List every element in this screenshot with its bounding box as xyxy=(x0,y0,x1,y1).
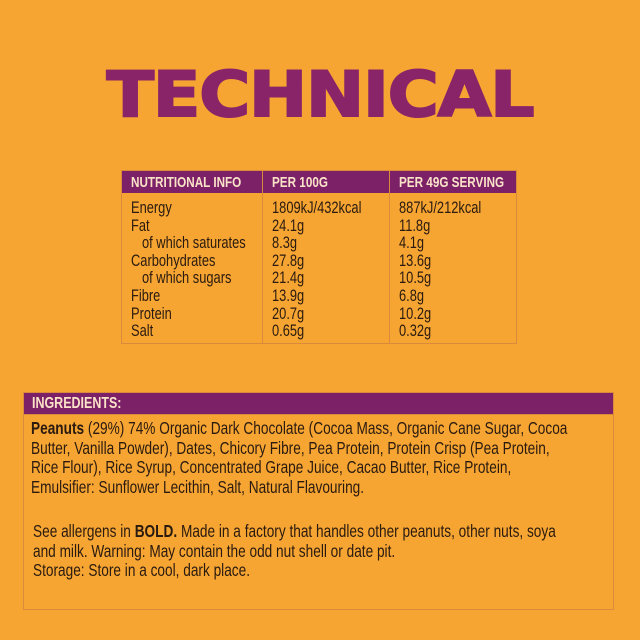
nutrition-cell-serving: 10.2g xyxy=(399,304,505,324)
nutrition-cell-serving: 13.6g xyxy=(399,251,505,271)
cell-text: Protein xyxy=(131,304,172,323)
allergen-line: Made in a factory that handles other pea… xyxy=(177,521,556,541)
nutrition-cell-label: Fat xyxy=(131,216,275,236)
cell-text: 0.32g xyxy=(399,322,432,341)
cell-text: 24.1g xyxy=(272,216,305,235)
allergen-notice: See allergens in BOLD. Made in a factory… xyxy=(26,521,640,581)
cell-text: Energy xyxy=(131,199,172,217)
nutrition-table: NUTRITIONAL INFO Energy Fat of which satur… xyxy=(121,170,517,344)
ingredients-box: INGREDIENTS: Peanuts (29%) 74% Organic D… xyxy=(23,392,614,610)
cell-text: 0.65g xyxy=(272,322,305,341)
storage-line: Storage: Store in a cool, dark place. xyxy=(33,560,251,580)
nutrition-cell-label: of which saturates xyxy=(131,235,275,253)
ingredients-text: Peanuts (29%) 74% Organic Dark Chocolate… xyxy=(24,415,613,497)
nutrition-cell-serving: 4.1g xyxy=(399,235,505,253)
nutrition-cell-per100: 21.4g xyxy=(272,270,387,288)
nutrition-cell-label: Salt xyxy=(131,323,275,341)
nutrition-cell-serving: 10.5g xyxy=(399,270,505,288)
cell-text: 8.3g xyxy=(272,234,298,253)
allergen-line: See allergens in xyxy=(33,521,135,541)
cell-text: 4.1g xyxy=(399,234,425,253)
nutrition-cell-per100: 8.3g xyxy=(272,235,387,253)
cell-text: 13.9g xyxy=(272,286,305,305)
nutrition-cell-serving: 887kJ/212kcal xyxy=(399,199,505,218)
header-per-serving: PER 49G SERVING xyxy=(399,174,505,191)
nutrition-cell-label: of which sugars xyxy=(131,270,275,288)
cell-text: 6.8g xyxy=(399,286,425,305)
cell-text: of which saturates xyxy=(142,234,246,253)
page-title: TECHNICAL xyxy=(106,57,536,132)
nutrition-cell-serving: 11.8g xyxy=(399,216,505,236)
cell-text: Carbohydrates xyxy=(131,251,216,270)
nutrition-cell-serving: 6.8g xyxy=(399,286,505,306)
cell-text: 20.7g xyxy=(272,304,305,323)
ingredients-line: Rice Flour), Rice Syrup, Concentrated Gr… xyxy=(31,457,512,477)
cell-text: 1809kJ/432kcal xyxy=(272,199,362,217)
ingredients-line: Emulsifier: Sunflower Lecithin, Salt, Na… xyxy=(31,476,365,497)
nutrition-cell-label: Carbohydrates xyxy=(131,251,275,271)
cell-text: 10.5g xyxy=(399,269,432,288)
cell-text: Salt xyxy=(131,322,154,341)
cell-text: Fibre xyxy=(131,286,161,305)
cell-text: 10.2g xyxy=(399,304,432,323)
nutrition-cell-per100: 0.65g xyxy=(272,323,387,341)
allergen-bold-word: BOLD. xyxy=(134,521,178,541)
cell-text: 13.6g xyxy=(399,251,432,270)
cell-text: 21.4g xyxy=(272,269,305,288)
header-per-100g: PER 100G xyxy=(272,174,328,191)
table-header-bar xyxy=(122,171,516,193)
nutrition-cell-label: Fibre xyxy=(131,286,275,306)
ingredients-header: INGREDIENTS: xyxy=(24,393,613,415)
ingredients-line: Butter, Vanilla Powder), Dates, Chicory … xyxy=(31,437,550,458)
nutrition-cell-per100: 24.1g xyxy=(272,216,387,236)
nutrition-cell-per100: 27.8g xyxy=(272,251,387,271)
cell-text: 27.8g xyxy=(272,251,305,270)
allergen-line: and milk. Warning: May contain the odd n… xyxy=(33,540,396,561)
nutrition-cell-per100: 1809kJ/432kcal xyxy=(272,199,387,218)
nutrition-cell-label: Protein xyxy=(131,304,275,324)
allergen-bold-peanuts: Peanuts xyxy=(31,418,85,438)
column-nutrient: NUTRITIONAL INFO Energy Fat of which satur… xyxy=(122,171,262,343)
column-per-100g: PER 100G 1809kJ/432kcal 24.1g 8.3g 27.8g 21.… xyxy=(262,171,390,343)
ingredients-title: INGREDIENTS: xyxy=(32,395,122,412)
cell-text: Fat xyxy=(131,216,150,235)
nutrition-cell-label: Energy xyxy=(131,199,275,218)
ingredients-line: (29%) 74% Organic Dark Chocolate (Cocoa … xyxy=(84,418,568,438)
column-per-serving: PER 49G SERVING 887kJ/212kcal 11.8g 4.1g 13… xyxy=(389,171,518,343)
cell-text: 887kJ/212kcal xyxy=(399,199,482,217)
nutrition-cell-serving: 0.32g xyxy=(399,323,505,341)
cell-text: 11.8g xyxy=(399,216,431,235)
nutrition-cell-per100: 13.9g xyxy=(272,286,387,306)
nutrition-cell-per100: 20.7g xyxy=(272,304,387,324)
cell-text: of which sugars xyxy=(142,269,232,288)
header-nutritional-info: NUTRITIONAL INFO xyxy=(131,174,242,191)
